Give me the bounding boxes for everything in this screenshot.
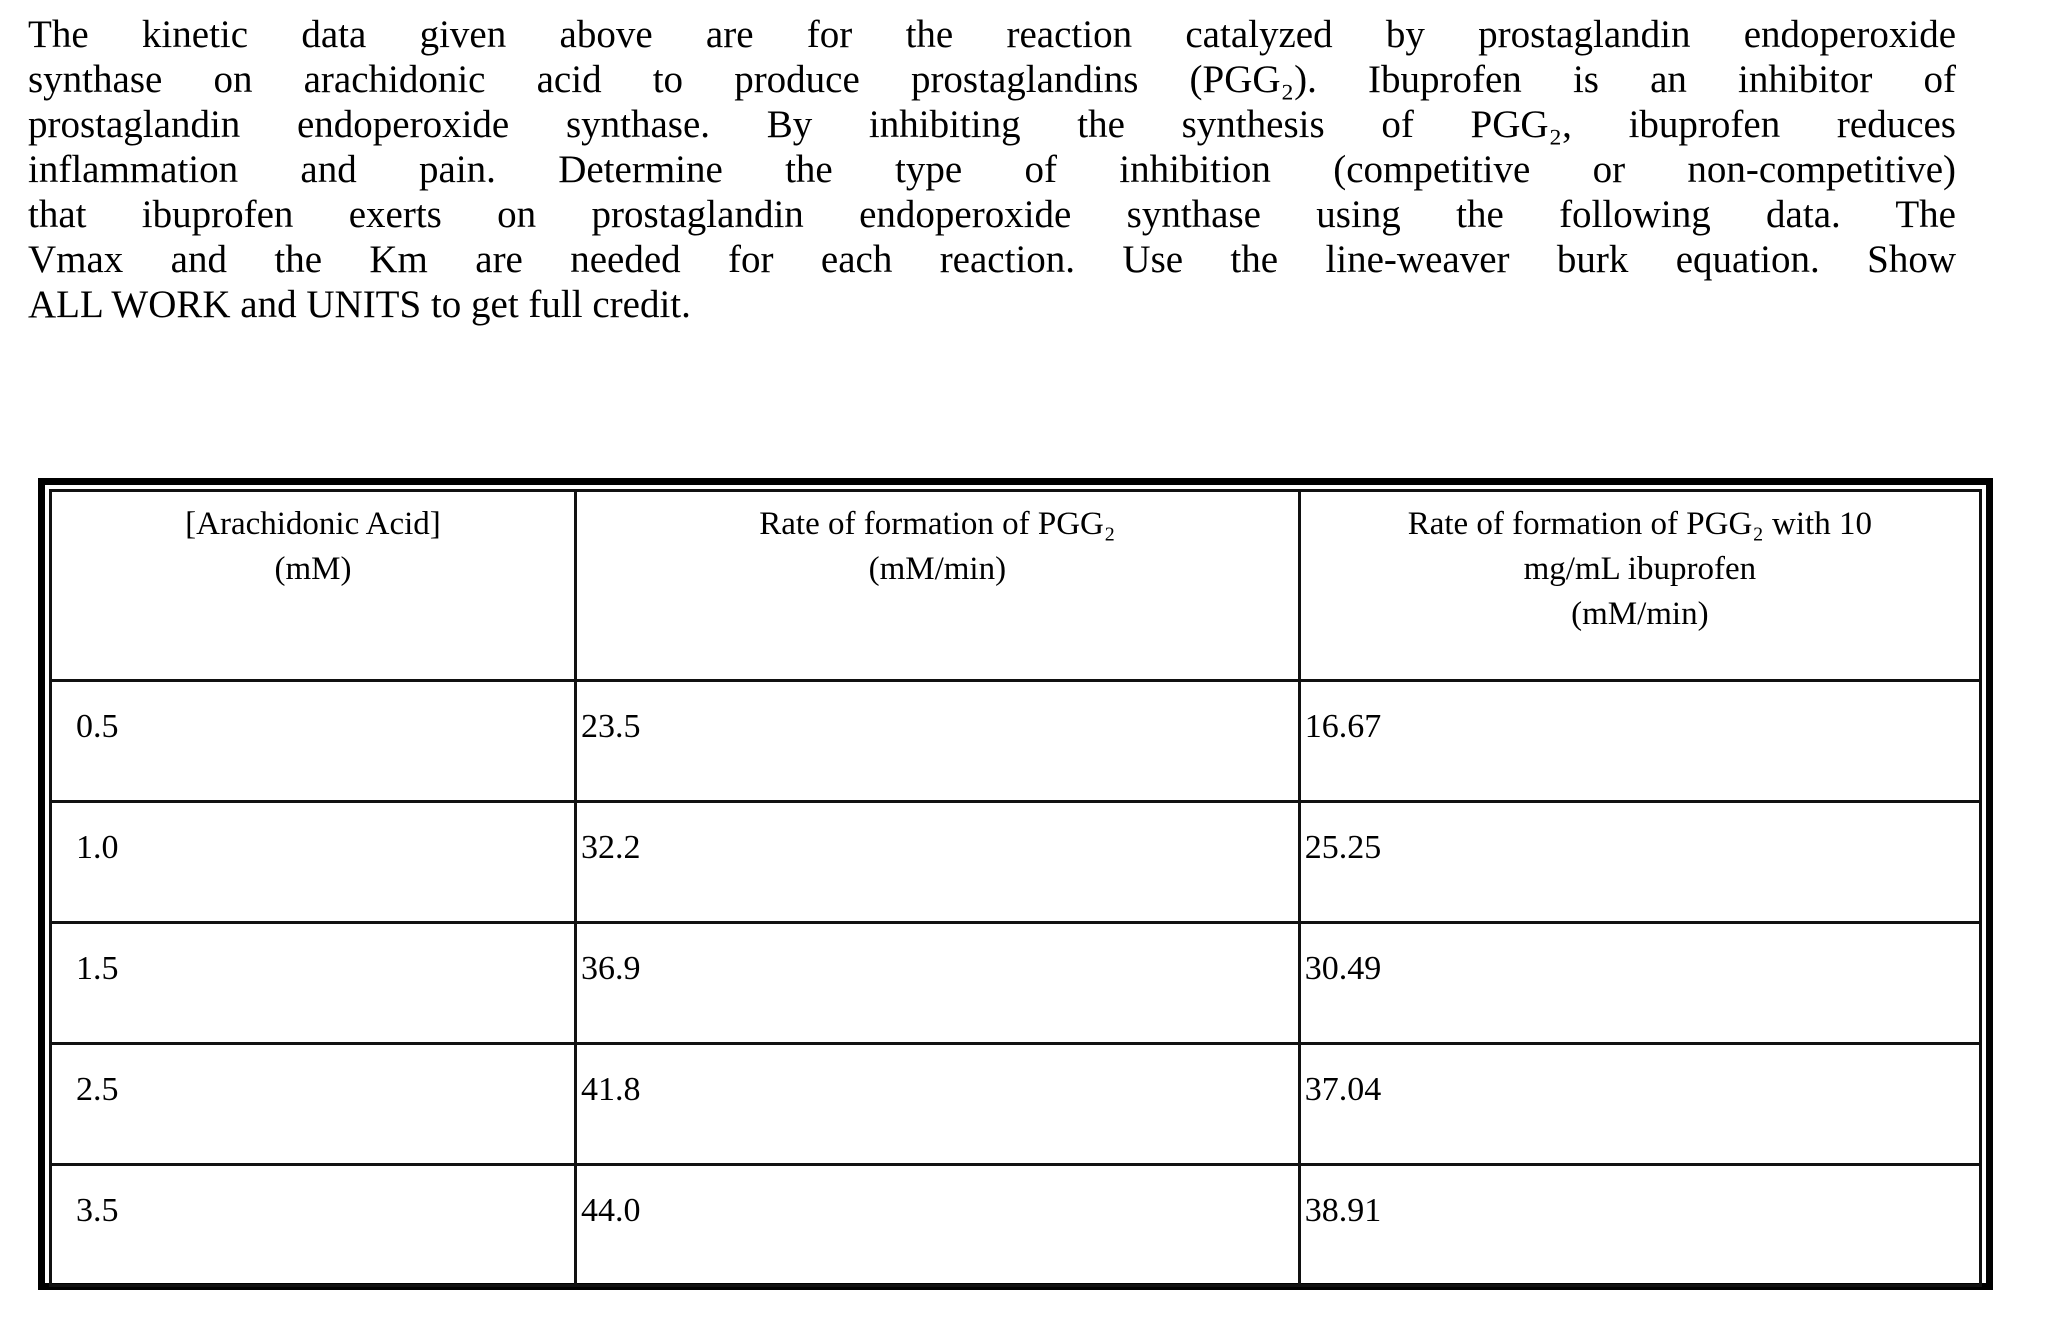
cell-rate-no-inhibitor: 36.9 xyxy=(573,921,1301,1045)
cell-substrate-concentration: 2.5 xyxy=(49,1042,577,1166)
kinetics-table-frame: [Arachidonic Acid] (mM) Rate of formatio… xyxy=(38,478,1993,1290)
header-line: (mM/min) xyxy=(1571,596,1709,632)
header-line: (mM/min) xyxy=(868,551,1007,587)
cell-substrate-concentration: 1.0 xyxy=(49,800,577,924)
kinetics-data-table: [Arachidonic Acid] (mM) Rate of formatio… xyxy=(49,489,1983,1287)
col-header-rate-with-ibuprofen: Rate of formation of PGG₂ with 10 mg/mL … xyxy=(1297,489,1983,682)
header-line: (mM) xyxy=(274,551,352,587)
question-line-2: synthase on arachidonic acid to produce … xyxy=(28,58,1956,101)
question-line-7: ALL WORK and UNITS to get full credit. xyxy=(28,283,691,326)
table-row: 1.0 32.2 25.25 xyxy=(49,800,1983,924)
cell-substrate-concentration: 0.5 xyxy=(49,679,577,803)
header-line: Rate of formation of PGG₂ xyxy=(759,506,1116,542)
question-line-4: inflammation and pain. Determine the typ… xyxy=(28,148,1956,191)
cell-rate-with-ibuprofen: 38.91 xyxy=(1297,1163,1983,1287)
cell-substrate-concentration: 1.5 xyxy=(49,921,577,1045)
cell-rate-no-inhibitor: 44.0 xyxy=(573,1163,1301,1287)
header-line: Rate of formation of PGG₂ with 10 xyxy=(1407,506,1872,542)
question-line-6: Vmax and the Km are needed for each reac… xyxy=(28,238,1956,281)
table-row: 2.5 41.8 37.04 xyxy=(49,1042,1983,1166)
question-line-5: that ibuprofen exerts on prostaglandin e… xyxy=(28,193,1956,236)
header-line: mg/mL ibuprofen xyxy=(1523,551,1757,587)
cell-rate-with-ibuprofen: 30.49 xyxy=(1297,921,1983,1045)
cell-substrate-concentration: 3.5 xyxy=(49,1163,577,1287)
cell-rate-no-inhibitor: 41.8 xyxy=(573,1042,1301,1166)
cell-rate-with-ibuprofen: 37.04 xyxy=(1297,1042,1983,1166)
table-row: 1.5 36.9 30.49 xyxy=(49,921,1983,1045)
table-row: 0.5 23.5 16.67 xyxy=(49,679,1983,803)
col-header-arachidonic-acid: [Arachidonic Acid] (mM) xyxy=(49,489,577,682)
table-header-row: [Arachidonic Acid] (mM) Rate of formatio… xyxy=(49,489,1983,682)
col-header-rate-no-inhibitor: Rate of formation of PGG₂ (mM/min) xyxy=(573,489,1301,682)
table-row: 3.5 44.0 38.91 xyxy=(49,1163,1983,1287)
cell-rate-with-ibuprofen: 16.67 xyxy=(1297,679,1983,803)
header-line: [Arachidonic Acid] xyxy=(185,506,441,542)
question-line-1: The kinetic data given above are for the… xyxy=(28,13,1956,56)
question-line-3: prostaglandin endoperoxide synthase. By … xyxy=(28,103,1956,146)
cell-rate-with-ibuprofen: 25.25 xyxy=(1297,800,1983,924)
cell-rate-no-inhibitor: 23.5 xyxy=(573,679,1301,803)
question-text: The kinetic data given above are for the… xyxy=(28,12,1956,327)
cell-rate-no-inhibitor: 32.2 xyxy=(573,800,1301,924)
